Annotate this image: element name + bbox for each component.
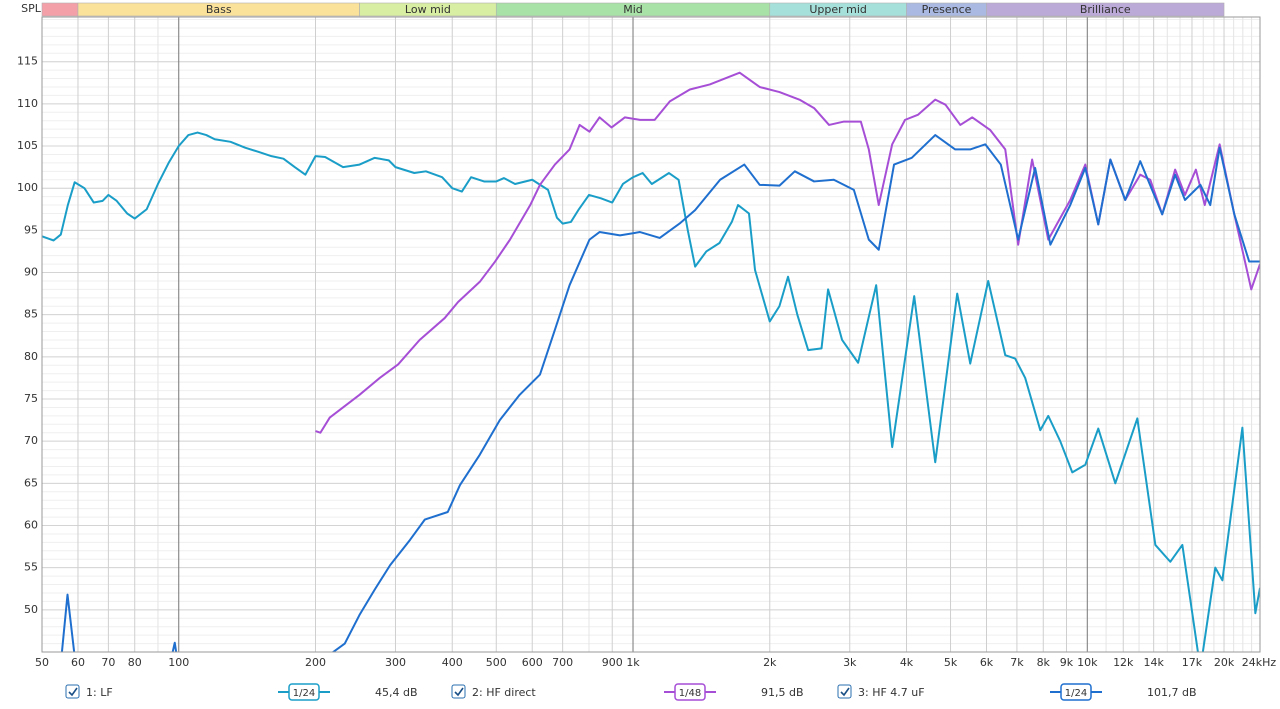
y-tick-label: 75 <box>24 392 38 405</box>
band <box>986 2 1225 17</box>
x-tick-label: 3k <box>843 656 857 669</box>
y-tick-label: 65 <box>24 476 38 489</box>
band-label: Mid <box>623 3 643 16</box>
x-tick-label: 600 <box>522 656 543 669</box>
y-tick-label: 90 <box>24 266 38 279</box>
band-label: Presence <box>922 3 972 16</box>
y-tick-label: 95 <box>24 223 38 236</box>
checkbox-box <box>65 684 80 699</box>
x-tick-label: 7k <box>1010 656 1024 669</box>
legend-label: 1: LF <box>86 686 113 699</box>
legend: 1: LF 1/24 45,4 dB 2: HF direct 1/48 91,5 dB 3… <box>65 683 1197 701</box>
y-axis-label: SPL <box>21 2 42 15</box>
smoothing-box <box>288 683 320 701</box>
series-line <box>42 131 1260 652</box>
x-tick-label: 8k <box>1037 656 1051 669</box>
legend-readout: 45,4 dB <box>375 686 418 699</box>
x-tick-label: 200 <box>305 656 326 669</box>
x-tick-label: 100 <box>168 656 189 669</box>
smoothing-label: 1/24 <box>1065 688 1087 699</box>
x-tick-label: 60 <box>71 656 85 669</box>
y-tick-label: 115 <box>17 55 38 68</box>
x-tick-label: 2k <box>763 656 777 669</box>
x-tick-label: 24kHz <box>1242 656 1277 669</box>
checkbox-check <box>454 687 464 697</box>
legend-label: 3: HF 4.7 uF <box>858 686 925 699</box>
legend-readout: 101,7 dB <box>1147 686 1197 699</box>
band-label: Upper mid <box>809 3 867 16</box>
grid <box>41 17 1261 653</box>
legend-label: 2: HF direct <box>472 686 536 699</box>
bands: Bass Low mid Mid Upper mid Presence Brillianc… <box>41 2 1225 17</box>
series-line <box>315 71 1260 434</box>
band <box>41 2 79 17</box>
x-tick-label: 9k <box>1060 656 1074 669</box>
y-tick-label: 60 <box>24 519 38 532</box>
smoothing-label: 1/48 <box>679 688 701 699</box>
checkbox-check <box>840 687 850 697</box>
x-tick-label: 4k <box>900 656 914 669</box>
y-tick-label: 50 <box>24 603 38 616</box>
x-tick-label: 6k <box>980 656 994 669</box>
legend-checkbox[interactable] <box>451 684 466 699</box>
y-tick-label: 110 <box>17 97 38 110</box>
y-tick-label: 85 <box>24 308 38 321</box>
y-tick-label: 70 <box>24 434 38 447</box>
x-tick-label: 70 <box>101 656 115 669</box>
smoothing-label: 1/24 <box>293 688 315 699</box>
x-tick-label: 1k <box>626 656 640 669</box>
legend-readout: 91,5 dB <box>761 686 804 699</box>
x-tick-label: 500 <box>486 656 507 669</box>
x-tick-label: 400 <box>442 656 463 669</box>
plot-frame <box>41 16 1261 653</box>
checkbox-box <box>451 684 466 699</box>
band-label: Bass <box>206 3 232 16</box>
x-tick-label: 20k <box>1214 656 1235 669</box>
axes: SPL 50 55 60 65 70 75 80 85 90 95 100 105 110 115 50 60… <box>17 2 1276 669</box>
checkbox-check <box>68 687 78 697</box>
x-tick-label: 300 <box>385 656 406 669</box>
curves <box>42 71 1260 652</box>
band-label: Low mid <box>405 3 451 16</box>
y-tick-label: 105 <box>17 139 38 152</box>
x-tick-label: 14k <box>1143 656 1164 669</box>
y-tick-label: 55 <box>24 561 38 574</box>
checkbox-box <box>837 684 852 699</box>
x-tick-label: 17k <box>1182 656 1203 669</box>
x-tick-label: 80 <box>128 656 142 669</box>
legend-checkbox[interactable] <box>65 684 80 699</box>
x-tick-label: 5k <box>944 656 958 669</box>
y-tick-label: 100 <box>17 181 38 194</box>
smoothing-box <box>674 683 706 701</box>
x-tick-label: 700 <box>552 656 573 669</box>
legend-checkbox[interactable] <box>837 684 852 699</box>
x-tick-label: 50 <box>35 656 49 669</box>
x-tick-label: 900 <box>602 656 623 669</box>
smoothing-box <box>1060 683 1092 701</box>
band-label: Brilliance <box>1080 3 1131 16</box>
y-tick-label: 80 <box>24 350 38 363</box>
x-tick-label: 12k <box>1113 656 1134 669</box>
x-tick-label: 10k <box>1077 656 1098 669</box>
